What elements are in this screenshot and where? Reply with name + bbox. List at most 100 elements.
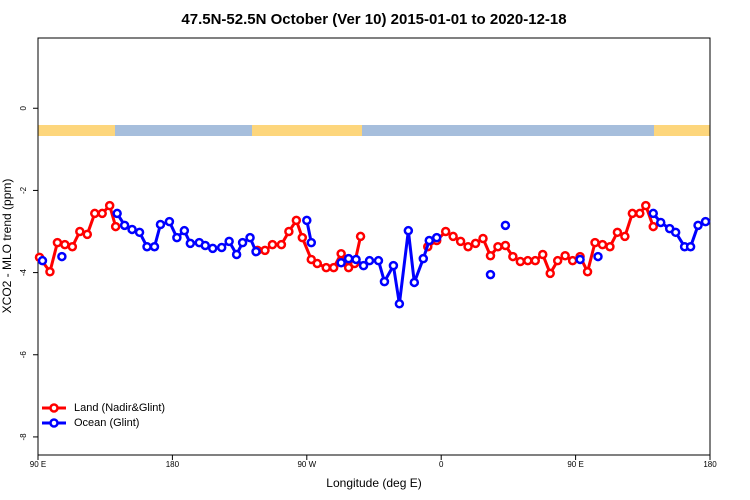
- point: [302, 215, 312, 226]
- point: [500, 220, 511, 231]
- point: [448, 231, 458, 242]
- point: [493, 241, 503, 252]
- point: [597, 239, 608, 250]
- point: [552, 255, 563, 266]
- point: [655, 217, 666, 228]
- point: [394, 299, 405, 309]
- point: [216, 242, 227, 253]
- legend-marker: [49, 418, 59, 428]
- land-strip: [654, 125, 710, 136]
- point: [200, 240, 211, 251]
- point: [685, 241, 696, 252]
- point: [537, 249, 548, 260]
- point: [530, 255, 541, 266]
- point: [104, 200, 115, 211]
- point: [231, 249, 242, 260]
- point: [612, 227, 623, 238]
- x-tick-label: 90 W: [297, 460, 316, 469]
- point: [545, 268, 555, 279]
- point: [641, 200, 651, 211]
- point: [431, 232, 442, 243]
- point: [409, 277, 420, 288]
- point: [306, 254, 317, 265]
- point: [45, 267, 55, 277]
- point: [635, 208, 645, 219]
- legend-label: Ocean (Glint): [74, 417, 139, 429]
- point: [57, 251, 67, 262]
- point: [207, 243, 218, 254]
- x-axis-label: Longitude (deg E): [326, 476, 421, 490]
- point: [284, 226, 294, 237]
- y-tick-label: -6: [19, 351, 28, 359]
- point: [75, 226, 85, 237]
- point: [328, 262, 339, 273]
- point: [60, 239, 70, 250]
- chart-title: 47.5N-52.5N October (Ver 10) 2015-01-01 …: [181, 11, 566, 28]
- legend-marker: [49, 403, 59, 413]
- point: [605, 241, 615, 252]
- point: [119, 220, 130, 231]
- point: [455, 236, 466, 247]
- point: [52, 237, 63, 248]
- point: [463, 241, 473, 252]
- y-tick-label: 0: [19, 105, 28, 110]
- point: [523, 255, 533, 266]
- point: [67, 241, 78, 252]
- y-tick-label: -8: [19, 433, 28, 441]
- point: [403, 225, 414, 236]
- point: [582, 267, 593, 277]
- point: [97, 208, 107, 219]
- point: [155, 219, 166, 230]
- point: [245, 232, 255, 243]
- point: [700, 216, 711, 227]
- point: [485, 250, 496, 261]
- point: [306, 237, 317, 248]
- point: [267, 239, 278, 250]
- point: [112, 208, 122, 219]
- point: [355, 231, 366, 242]
- plot-frame: [37, 37, 711, 456]
- point: [478, 233, 488, 244]
- x-tick-label: 90 E: [567, 460, 583, 469]
- land-strip: [38, 125, 115, 136]
- point: [149, 241, 160, 252]
- y-tick-label: -2: [19, 186, 28, 194]
- point: [336, 248, 346, 259]
- point: [508, 251, 518, 262]
- point: [343, 253, 354, 264]
- point: [470, 238, 481, 249]
- point: [297, 232, 308, 243]
- point: [575, 254, 585, 265]
- point: [567, 255, 578, 266]
- point: [379, 276, 390, 287]
- point: [648, 208, 659, 219]
- series-line: [115, 212, 707, 305]
- ocean-strip: [115, 125, 252, 136]
- point: [500, 240, 511, 251]
- point: [358, 260, 369, 271]
- point: [343, 262, 354, 273]
- point: [127, 224, 137, 235]
- point: [440, 226, 451, 237]
- point: [260, 245, 270, 256]
- point: [312, 258, 323, 269]
- x-tick-label: 90 E: [30, 460, 46, 469]
- point: [164, 216, 175, 227]
- point: [82, 229, 93, 240]
- point: [560, 250, 570, 261]
- surface-strip: [38, 125, 710, 136]
- point: [237, 237, 248, 248]
- point: [515, 256, 526, 267]
- point: [351, 254, 361, 265]
- point: [185, 238, 196, 249]
- ocean-strip: [362, 125, 654, 136]
- point: [693, 220, 703, 231]
- point: [179, 225, 190, 236]
- point: [321, 262, 331, 273]
- point: [291, 215, 302, 226]
- point: [620, 231, 630, 242]
- point: [590, 237, 600, 248]
- point: [364, 255, 375, 266]
- x-tick-label: 180: [703, 460, 717, 469]
